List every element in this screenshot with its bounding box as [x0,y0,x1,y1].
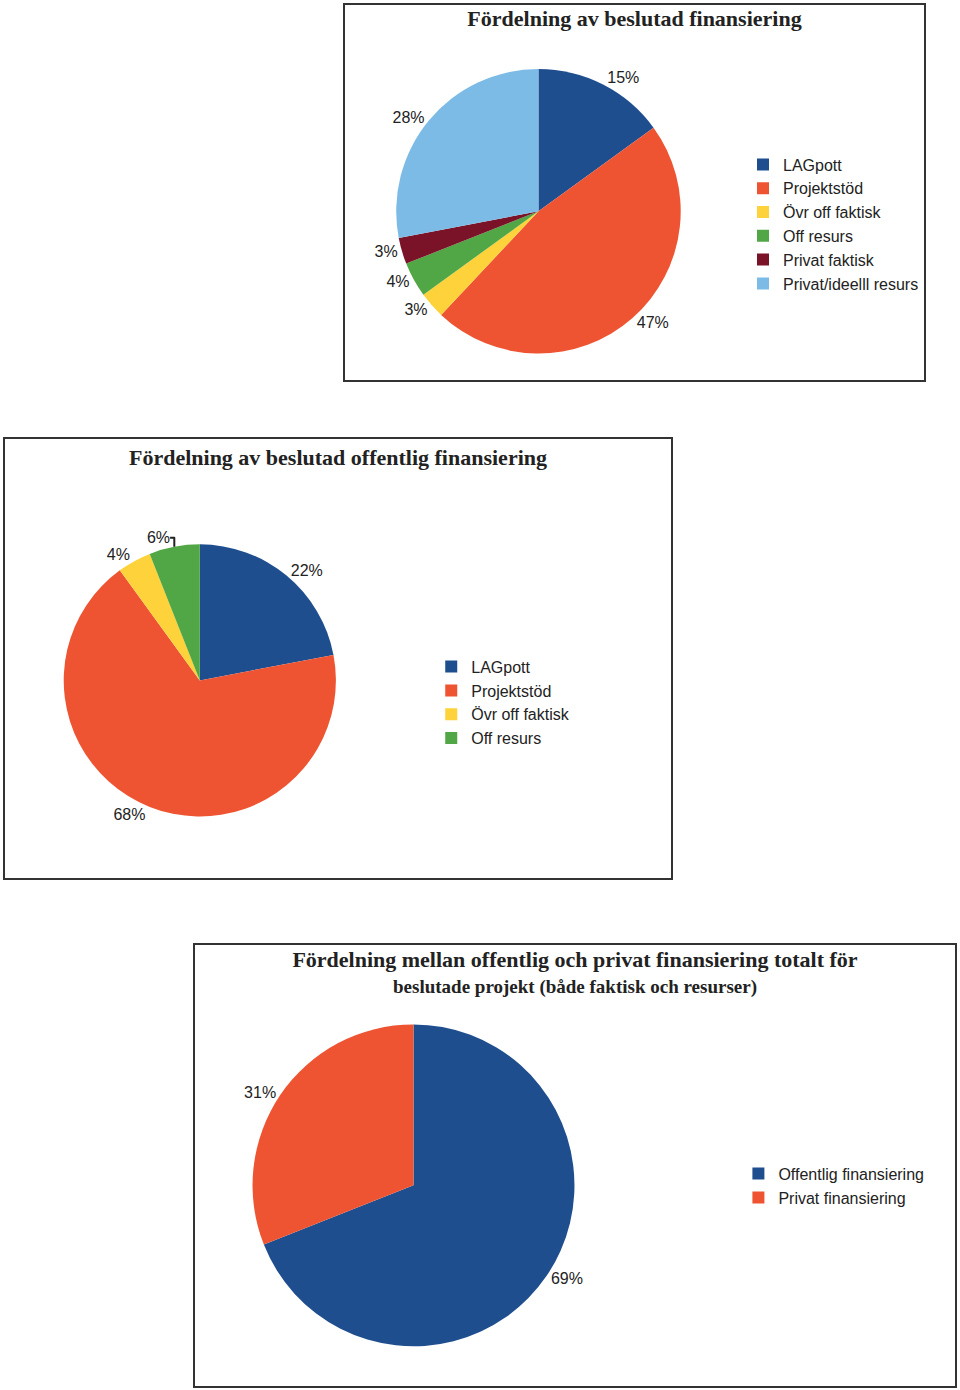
svg-text:Privat finansiering: Privat finansiering [778,1190,905,1207]
svg-text:68%: 68% [113,806,145,823]
svg-text:LAGpott: LAGpott [471,659,530,676]
svg-text:Fördelning av beslutad finansi: Fördelning av beslutad finansiering [467,6,801,31]
svg-text:beslutade projekt (både faktis: beslutade projekt (både faktisk och resu… [393,976,757,998]
svg-text:Projektstöd: Projektstöd [471,683,551,700]
svg-text:3%: 3% [374,243,397,260]
svg-text:22%: 22% [291,562,323,579]
svg-text:4%: 4% [107,546,130,563]
svg-text:Off resurs: Off resurs [471,730,541,747]
svg-text:LAGpott: LAGpott [783,157,842,174]
svg-text:28%: 28% [393,109,425,126]
svg-text:69%: 69% [551,1270,583,1287]
svg-text:3%: 3% [404,301,427,318]
svg-text:Fördelning av beslutad offentl: Fördelning av beslutad offentlig finansi… [129,445,547,470]
svg-text:Övr off faktisk: Övr off faktisk [783,204,882,221]
svg-text:Övr off faktisk: Övr off faktisk [471,706,570,723]
svg-text:31%: 31% [244,1084,276,1101]
svg-text:Offentlig finansiering: Offentlig finansiering [778,1166,924,1183]
svg-text:6%: 6% [147,529,170,546]
svg-text:4%: 4% [386,273,409,290]
svg-text:Projektstöd: Projektstöd [783,180,863,197]
svg-text:Off resurs: Off resurs [783,228,853,245]
svg-text:Privat/ideelll resurs: Privat/ideelll resurs [783,276,918,293]
svg-text:Privat faktisk: Privat faktisk [783,252,875,269]
svg-text:47%: 47% [637,314,669,331]
svg-text:Fördelning mellan offentlig oc: Fördelning mellan offentlig och privat f… [292,947,857,972]
svg-text:15%: 15% [607,69,639,86]
